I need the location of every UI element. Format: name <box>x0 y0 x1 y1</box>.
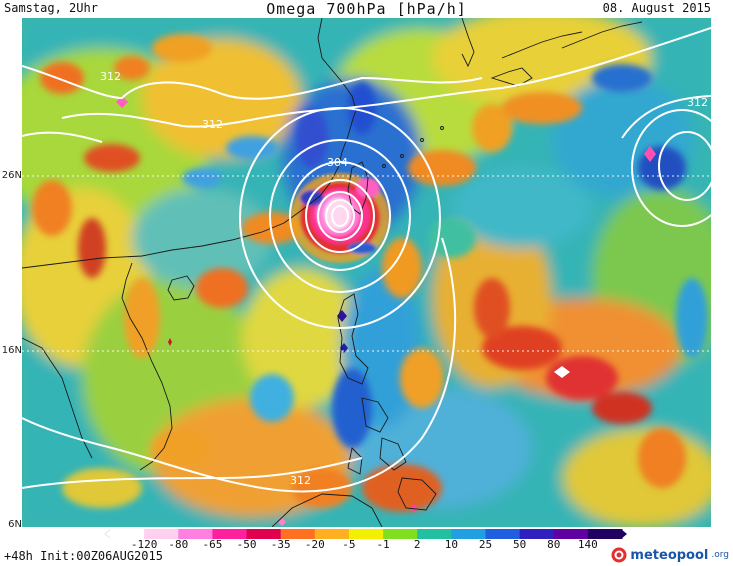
typhoon-core <box>290 173 390 263</box>
field-texture <box>32 34 708 512</box>
contour-label-4: 312 <box>687 96 708 109</box>
colorbar-label: -50 <box>236 538 257 551</box>
header: Samstag, 2Uhr Omega 700hPa [hPa/h] 08. A… <box>0 0 733 18</box>
omega-map: 312 312 304 312 312 <box>22 18 711 527</box>
colorbar-swatch <box>348 529 384 539</box>
forecast-time: Samstag, 2Uhr <box>4 1 98 15</box>
colorbar-label: 140 <box>577 538 598 551</box>
brand-name: meteopool <box>630 547 709 563</box>
colorbar-swatch <box>519 529 555 539</box>
contour-label-1: 312 <box>100 70 121 83</box>
colorbar-label: 2 <box>413 538 421 551</box>
colorbar-swatch <box>280 529 316 539</box>
init-time: +48h Init:00Z06AUG2015 <box>4 549 163 563</box>
colorbar-label: -1 <box>376 538 390 551</box>
colorbar-swatch <box>246 529 282 539</box>
lat-label-16n: 16N <box>1 345 22 356</box>
colorbar-label: -20 <box>304 538 325 551</box>
colorbar-swatch <box>212 529 248 539</box>
colorbar-label: 25 <box>478 538 493 551</box>
colorbar-swatch <box>417 529 452 539</box>
intense-spots <box>116 96 656 526</box>
colorbar-label: 50 <box>512 538 527 551</box>
colorbar-label: 10 <box>444 538 458 551</box>
colorbar-label: -65 <box>202 538 223 551</box>
brand-logo[interactable]: meteopool .org <box>611 546 729 564</box>
colorbar-label: 80 <box>547 538 561 551</box>
colorbar-label: -80 <box>168 538 189 551</box>
colorbar-label: -120 <box>130 538 158 551</box>
map-canvas: 312 312 304 312 312 <box>22 18 711 527</box>
colorbar <box>105 528 627 540</box>
colorbar-arrow-right <box>621 529 627 539</box>
geopotential-contours <box>22 27 711 493</box>
forecast-date: 08. August 2015 <box>602 1 711 15</box>
colorbar-swatch <box>144 529 179 539</box>
lat-label-26n: 26N <box>1 170 22 181</box>
contour-label-3: 304 <box>327 156 348 169</box>
colorbar-swatch <box>553 529 589 539</box>
contour-label-5: 312 <box>290 474 311 487</box>
colorbar-swatch <box>451 529 486 539</box>
coastlines <box>22 18 643 527</box>
contour-label-2: 312 <box>202 118 223 131</box>
map-title: Omega 700hPa [hPa/h] <box>266 0 467 18</box>
colorbar-label: -5 <box>342 538 356 551</box>
colorbar-label: -35 <box>270 538 291 551</box>
colorbar-swatch <box>314 529 350 539</box>
meteopool-icon <box>611 547 627 563</box>
field-broad <box>22 18 711 527</box>
colorbar-labels: -120 -80 -65 -50 -35 -20 -5 -1 2 10 25 50 80 140 <box>100 538 640 551</box>
colorbar-swatch <box>587 529 623 539</box>
brand-tld: .org <box>711 550 729 560</box>
contour-labels: 312 312 304 312 312 <box>100 70 708 487</box>
lat-label-6n: 6N <box>8 519 22 530</box>
colorbar-swatch <box>178 529 213 539</box>
colorbar-swatch <box>485 529 521 539</box>
colorbar-swatch <box>383 529 418 539</box>
colorbar-swatch <box>110 529 145 539</box>
